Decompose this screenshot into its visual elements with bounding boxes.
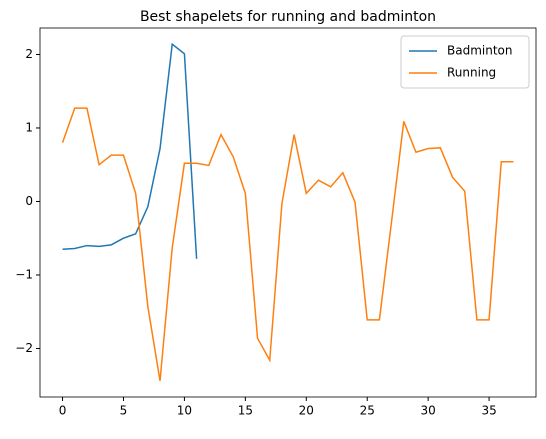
y-tick-label: 0	[25, 194, 33, 208]
x-tick-label: 10	[177, 404, 192, 418]
x-tick-label: 35	[481, 404, 496, 418]
x-tick-label: 15	[238, 404, 253, 418]
series-line	[62, 42, 198, 259]
y-tick-label: −2	[15, 341, 33, 355]
y-tick-label: 2	[25, 47, 33, 61]
x-tick-label: 30	[421, 404, 436, 418]
legend-box	[400, 35, 530, 89]
x-tick-label: 5	[120, 404, 128, 418]
x-tick-label: 0	[59, 404, 67, 418]
x-tick-label: 20	[299, 404, 314, 418]
plot-frame	[39, 27, 537, 398]
y-tick-label: 1	[25, 120, 33, 134]
y-tick-label: −1	[15, 267, 33, 281]
x-tick-label: 25	[360, 404, 375, 418]
series-line	[61, 107, 514, 381]
legend-label: Running	[447, 66, 496, 80]
legend-label: Badminton	[447, 44, 512, 58]
chart-title: Best shapelets for running and badminton	[140, 9, 436, 25]
